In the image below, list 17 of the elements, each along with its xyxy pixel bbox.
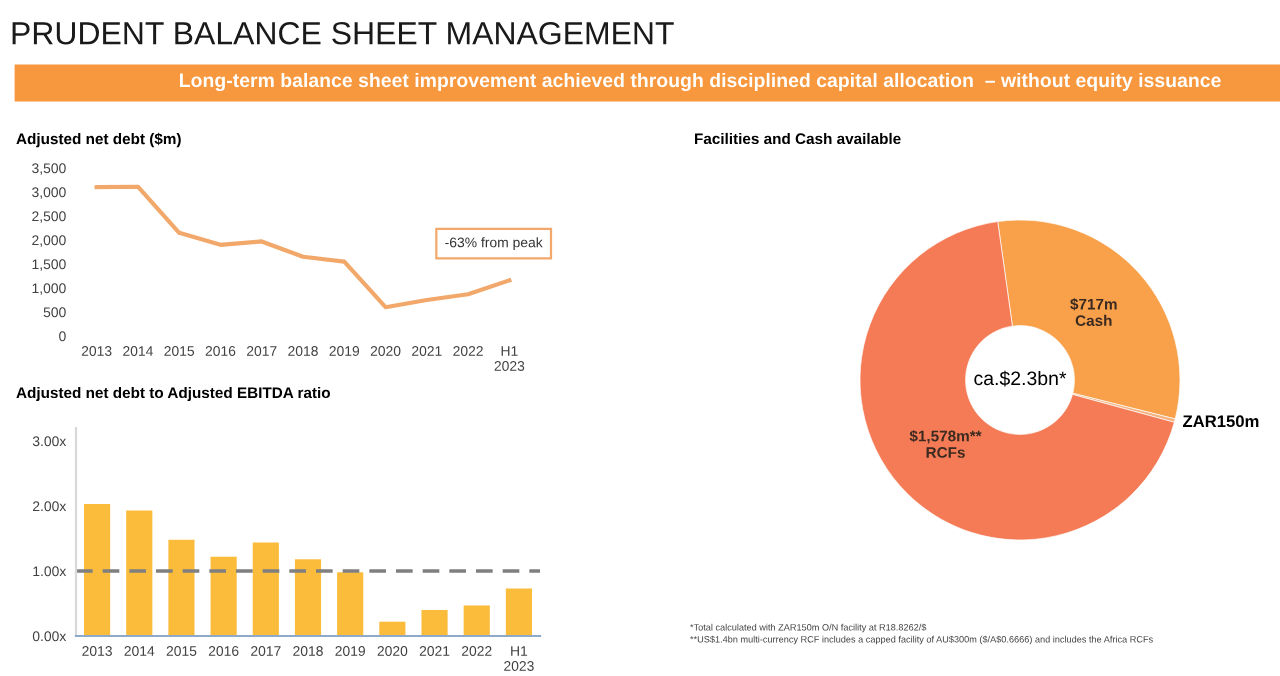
bar: [252, 542, 279, 636]
bar: [126, 510, 153, 636]
bar: [294, 559, 322, 636]
bar: [421, 610, 448, 636]
bar: [168, 539, 195, 636]
bar: [463, 605, 490, 636]
donut-slice: [859, 221, 1175, 541]
line-series: [94, 184, 512, 310]
bar: [379, 621, 406, 636]
slice-label: ZAR150m: [1182, 415, 1259, 428]
bar: [84, 504, 111, 636]
bar: [337, 572, 364, 636]
text: PRUDENT BALANCE SHEET MANAGEMENT: [12, 21, 674, 45]
bar: [210, 556, 237, 636]
text: Long-term balance sheet improvement achieved through disciplined capital allocation – without equity issuance: [180, 72, 1221, 92]
text: ca.$2.3bn*: [974, 370, 1067, 387]
bar: [505, 588, 532, 636]
